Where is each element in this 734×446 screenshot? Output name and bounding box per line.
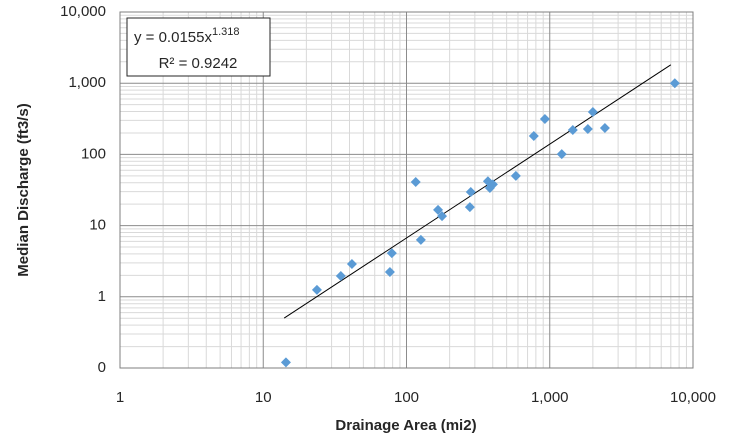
data-point: [415, 234, 426, 245]
y-tick-label: 10: [89, 217, 106, 234]
data-point: [587, 107, 598, 118]
data-point: [437, 211, 448, 222]
plot-frame: [119, 11, 694, 369]
y-tick-label: 10,000: [60, 3, 106, 20]
equation-text: y = 0.0155x: [134, 29, 212, 46]
x-tick-label: 10: [255, 389, 272, 406]
data-point: [599, 122, 610, 133]
x-tick-label: 1: [116, 389, 124, 406]
x-tick-label: 1,000: [531, 389, 569, 406]
data-point: [386, 248, 397, 259]
data-point: [410, 176, 421, 187]
y-tick-label: 1: [98, 288, 106, 305]
data-point: [280, 357, 291, 368]
x-tick-label: 100: [394, 389, 419, 406]
data-point: [556, 149, 567, 160]
data-point: [510, 170, 521, 181]
data-point: [464, 202, 475, 213]
equation-box: [126, 17, 271, 77]
marks: [280, 64, 680, 368]
data-point: [433, 204, 444, 215]
data-point: [487, 179, 498, 190]
data-point: [346, 258, 357, 269]
trendline: [283, 64, 672, 319]
y-tick-label: 1,000: [68, 74, 106, 91]
x-tick-label: 10,000: [670, 389, 716, 406]
data-point: [465, 187, 476, 198]
y-tick-label: 100: [81, 145, 106, 162]
data-point: [582, 124, 593, 135]
y-tick-label: 0: [98, 359, 106, 376]
data-point: [567, 125, 578, 136]
y-axis-title: Median Discharge (ft3/s): [15, 103, 32, 276]
data-point: [528, 131, 539, 142]
data-point: [669, 78, 680, 89]
equation-exponent: 1.318: [212, 26, 240, 38]
data-point: [384, 267, 395, 278]
data-point: [539, 114, 550, 125]
data-point: [311, 284, 322, 295]
data-point: [335, 270, 346, 281]
x-axis-title: Drainage Area (mi2): [335, 417, 476, 434]
r-squared-label: R² = 0.9242: [159, 55, 238, 72]
equation-label: y = 0.0155x1.318: [134, 26, 240, 46]
